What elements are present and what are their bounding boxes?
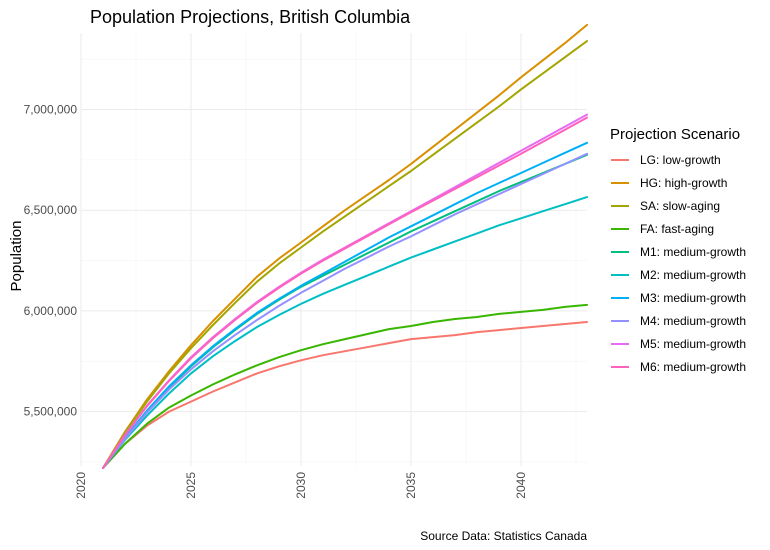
y-axis-title: Population (8, 221, 25, 292)
series-line-9 (102, 113, 588, 469)
legend-label: LG: low-growth (640, 153, 721, 167)
legend-label: M5: medium-growth (640, 337, 746, 351)
y-axis: 5,500,000 6,000,000 6,500,000 7,000,000 (24, 103, 78, 419)
x-tick-label: 2035 (404, 472, 418, 499)
legend-title: Projection Scenario (610, 126, 740, 143)
series-line-1 (102, 321, 588, 469)
legend-label: FA: fast-aging (640, 222, 714, 236)
legend-label: HG: high-growth (640, 176, 727, 190)
series-line-8 (102, 152, 588, 469)
series-line-10 (102, 116, 588, 469)
legend-label: M6: medium-growth (640, 360, 746, 374)
series-line-6 (102, 196, 588, 469)
series-line-4 (102, 303, 588, 469)
legend: Projection Scenario LG: low-growth HG: hi… (610, 126, 746, 374)
caption: Source Data: Statistics Canada (420, 529, 587, 543)
x-tick-label: 2025 (184, 472, 198, 499)
grid (80, 33, 587, 466)
x-axis: 2020 2025 2030 2035 2040 (74, 472, 528, 499)
y-tick-label: 6,000,000 (24, 304, 78, 318)
series-line-7 (102, 141, 588, 469)
legend-label: M4: medium-growth (640, 314, 746, 328)
y-tick-label: 7,000,000 (24, 103, 78, 117)
x-tick-label: 2020 (74, 472, 88, 499)
legend-label: SA: slow-aging (640, 199, 720, 213)
y-tick-label: 6,500,000 (24, 203, 78, 217)
chart-title: Population Projections, British Columbia (90, 7, 411, 27)
legend-label: M3: medium-growth (640, 291, 746, 305)
x-tick-label: 2030 (294, 472, 308, 499)
legend-label: M2: medium-growth (640, 268, 746, 282)
series-line-2 (102, 23, 588, 469)
x-tick-label: 2040 (514, 472, 528, 499)
series-line-3 (102, 40, 588, 469)
series-lines (102, 23, 588, 469)
legend-label: M1: medium-growth (640, 245, 746, 259)
y-tick-label: 5,500,000 (24, 405, 78, 419)
